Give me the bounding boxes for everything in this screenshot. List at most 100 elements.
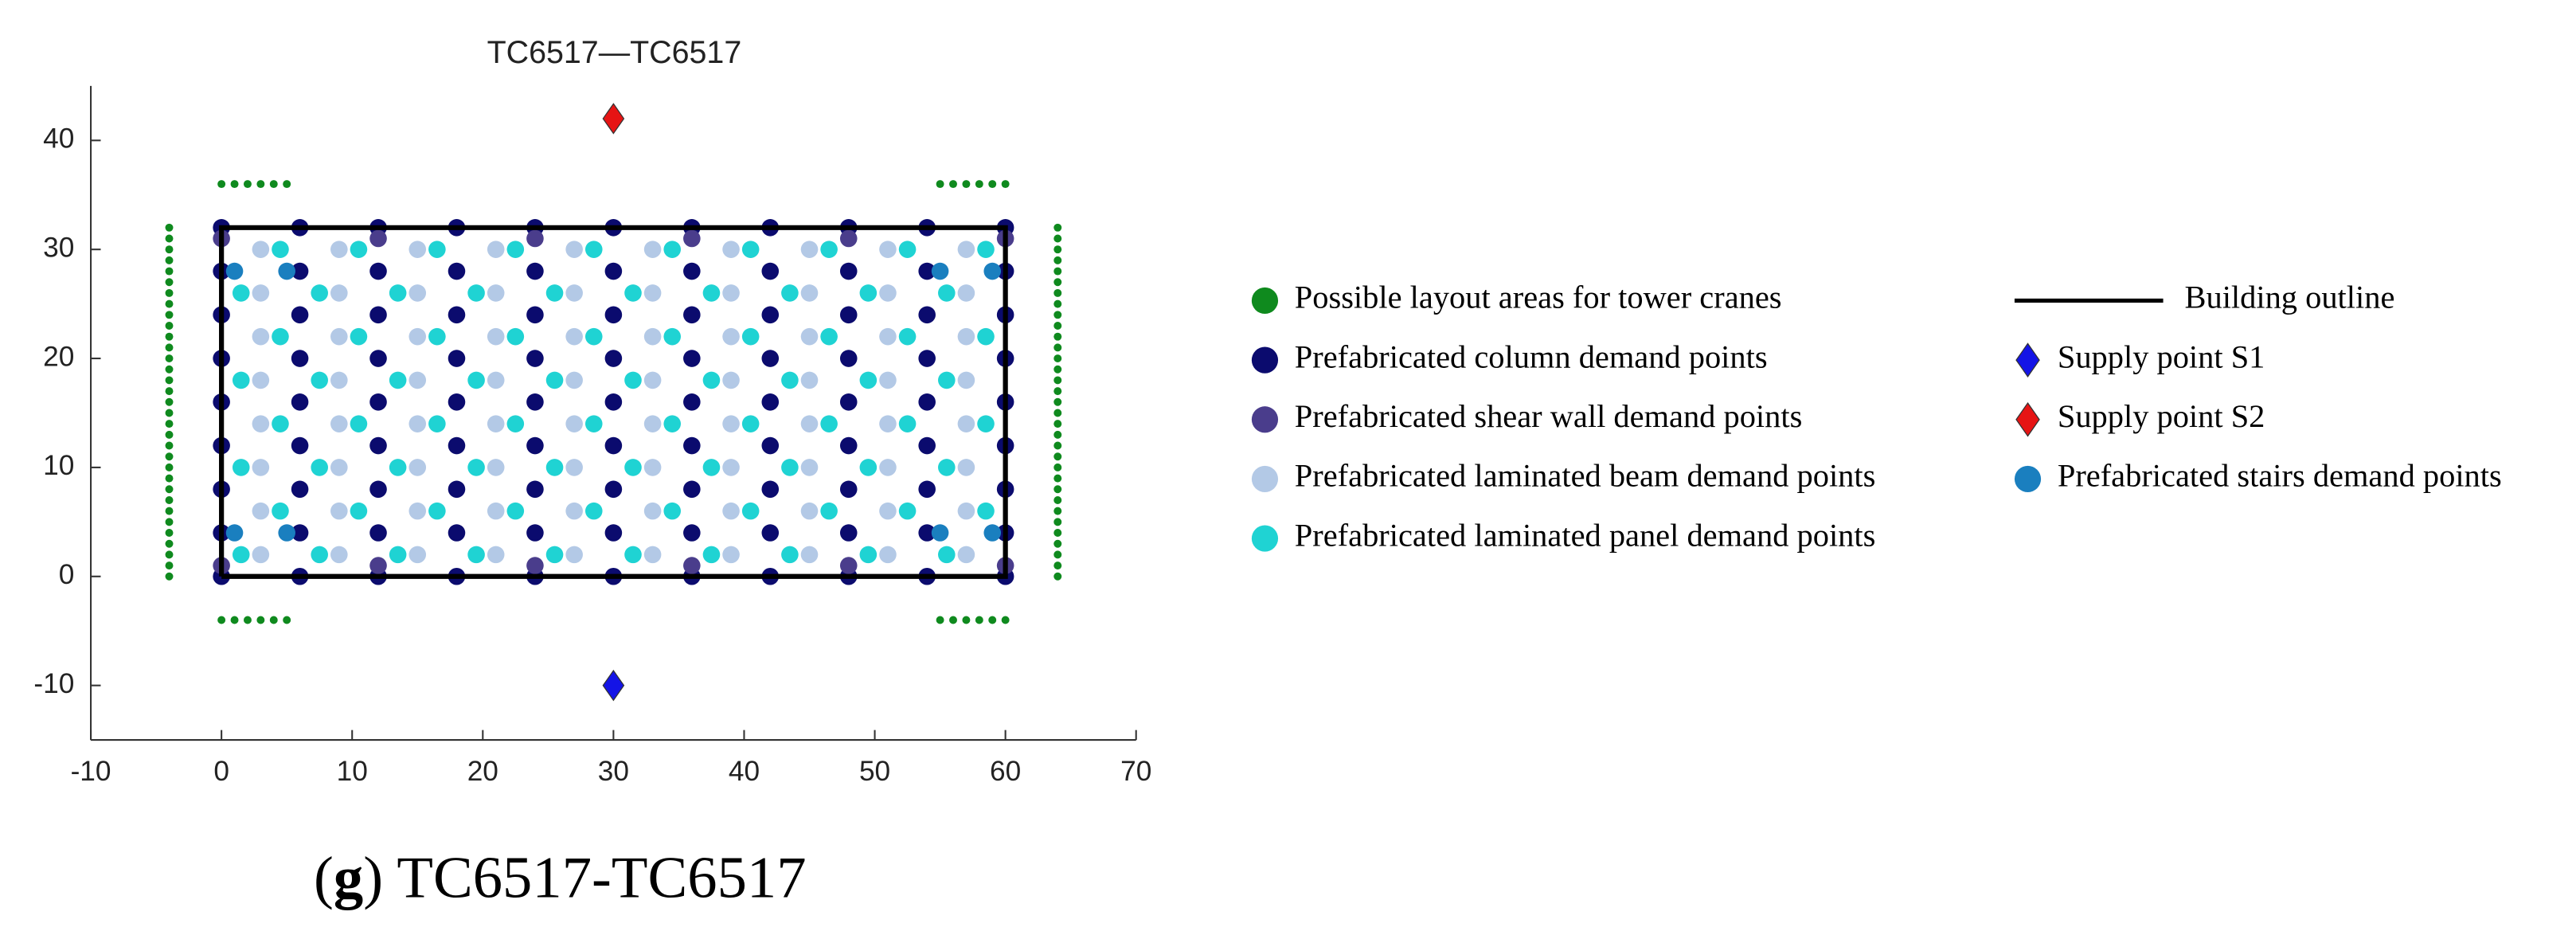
demand-point (957, 327, 975, 346)
demand-point (722, 327, 740, 346)
demand-point (350, 415, 368, 432)
demand-point (278, 524, 295, 542)
demand-point (165, 441, 174, 450)
y-tick-label: 20 (43, 341, 74, 372)
demand-point (408, 327, 427, 346)
demand-point (369, 306, 387, 324)
demand-point (1053, 495, 1062, 504)
demand-point (369, 229, 387, 248)
legend-marker (1251, 287, 1279, 315)
demand-point (506, 502, 525, 520)
demand-point (526, 524, 544, 542)
demand-point (962, 616, 971, 624)
demand-point (165, 463, 174, 471)
demand-point (604, 393, 623, 411)
demand-point (983, 524, 1002, 542)
demand-point (683, 557, 701, 574)
demand-point (938, 371, 956, 389)
demand-point (957, 502, 975, 520)
demand-point (879, 415, 897, 432)
demand-point (165, 376, 174, 385)
demand-point (565, 459, 583, 476)
demand-point (252, 241, 270, 258)
demand-point (1053, 518, 1062, 526)
demand-point (526, 350, 544, 367)
demand-point (269, 180, 278, 189)
demand-point (165, 322, 174, 330)
demand-point (506, 327, 525, 346)
demand-point (165, 299, 174, 308)
demand-point (949, 180, 957, 189)
demand-point (977, 502, 995, 520)
demand-point (487, 371, 505, 389)
demand-point (1001, 180, 1010, 189)
demand-point (467, 284, 485, 302)
demand-point (565, 371, 583, 389)
demand-point (165, 311, 174, 319)
demand-point (1053, 529, 1062, 538)
demand-point (1053, 267, 1062, 276)
demand-point (230, 616, 239, 624)
legend-label: Prefabricated shear wall demand points (1295, 398, 1803, 434)
demand-point (839, 524, 858, 542)
demand-point (165, 234, 174, 243)
x-tick-label: 30 (598, 756, 629, 787)
demand-point (230, 180, 239, 189)
demand-point (820, 327, 838, 346)
demand-point (988, 616, 997, 624)
demand-point (165, 561, 174, 570)
demand-point (428, 327, 446, 346)
demand-point (722, 459, 740, 476)
supply-point (602, 103, 625, 135)
demand-point (330, 241, 348, 258)
demand-point (291, 306, 309, 324)
demand-point (604, 306, 623, 324)
legend-marker (1251, 465, 1279, 493)
demand-point (1001, 616, 1010, 624)
demand-point (487, 327, 505, 346)
demand-point (232, 284, 250, 302)
demand-point (467, 371, 485, 389)
demand-point (350, 327, 368, 346)
demand-point (232, 546, 250, 564)
demand-point (389, 459, 407, 476)
demand-point (1053, 420, 1062, 428)
x-tick-label: -10 (71, 756, 111, 787)
demand-point (781, 546, 799, 564)
demand-point (1053, 485, 1062, 494)
demand-point (898, 415, 917, 432)
demand-point (311, 371, 328, 389)
caption-part: ( (314, 845, 334, 911)
demand-point (1053, 354, 1062, 363)
legend-label: Prefabricated column demand points (1295, 338, 1768, 374)
demand-point (663, 502, 682, 520)
demand-point (918, 350, 936, 367)
demand-point (256, 180, 265, 189)
demand-point (448, 306, 466, 324)
demand-point (962, 180, 971, 189)
demand-point (604, 524, 623, 542)
demand-point (936, 180, 944, 189)
demand-point (859, 284, 878, 302)
demand-point (165, 245, 174, 254)
demand-point (1053, 507, 1062, 515)
demand-point (330, 415, 348, 432)
demand-point (975, 616, 983, 624)
demand-point (369, 557, 387, 574)
demand-point (1053, 561, 1062, 570)
demand-point (165, 256, 174, 264)
legend-marker (2015, 401, 2040, 437)
supply-point (602, 669, 625, 702)
demand-point (252, 327, 270, 346)
demand-point (702, 459, 721, 476)
demand-point (624, 459, 642, 476)
demand-point (781, 284, 799, 302)
demand-point (761, 524, 780, 542)
demand-point (1053, 288, 1062, 297)
demand-point (467, 459, 485, 476)
demand-point (722, 371, 740, 389)
demand-point (272, 241, 289, 258)
demand-point (702, 371, 721, 389)
demand-point (1053, 387, 1062, 396)
demand-point (975, 180, 983, 189)
